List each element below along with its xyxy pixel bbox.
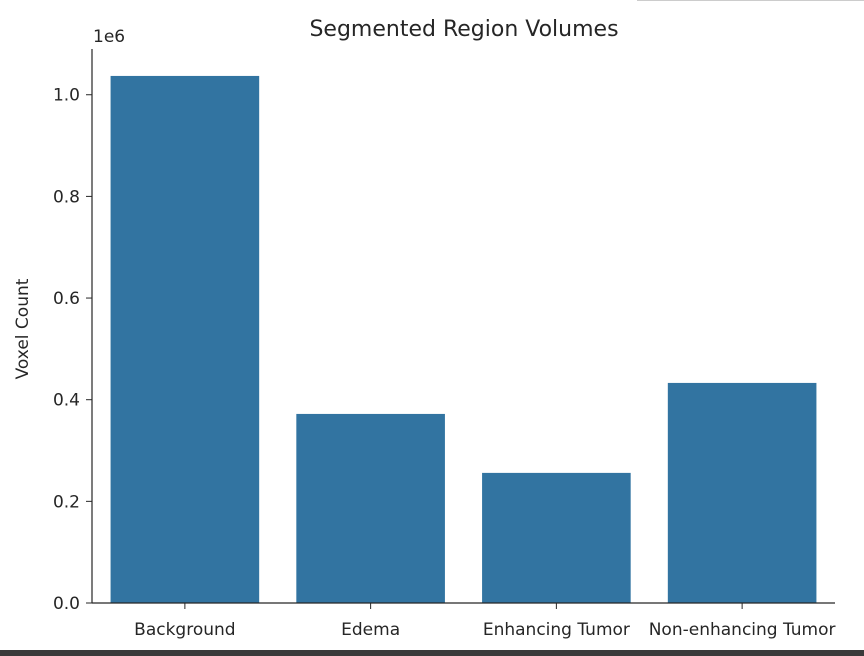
y-tick-label: 0.0 <box>53 594 80 614</box>
x-ticks-group: Background Edema Enhancing Tumor Non-enhanc… <box>134 603 836 640</box>
y-tick-label: 1.0 <box>53 86 80 106</box>
y-ticks-group: 0.0 0.2 0.4 0.6 0.8 1.0 <box>53 86 92 614</box>
y-axis-label: Voxel Count <box>13 278 33 379</box>
y-tick-label: 0.8 <box>53 187 80 207</box>
top-edge-line <box>637 0 864 1</box>
bottom-edge-strip <box>0 650 864 656</box>
y-offset-text: 1e6 <box>93 27 125 47</box>
x-tick-label: Edema <box>341 620 400 640</box>
y-tick-label: 0.6 <box>53 289 80 309</box>
x-tick-label: Non-enhancing Tumor <box>649 620 836 640</box>
bars-group <box>110 75 817 603</box>
bar-enhancing-tumor <box>482 472 631 603</box>
bar-edema <box>296 413 445 603</box>
bar-background <box>110 75 260 603</box>
x-tick-label: Background <box>134 620 235 640</box>
y-tick-label: 0.4 <box>53 391 80 411</box>
x-tick-label: Enhancing Tumor <box>483 620 630 640</box>
y-tick-label: 0.2 <box>53 492 80 512</box>
chart-title: Segmented Region Volumes <box>309 17 618 42</box>
bar-non-enhancing-tumor <box>667 382 817 603</box>
